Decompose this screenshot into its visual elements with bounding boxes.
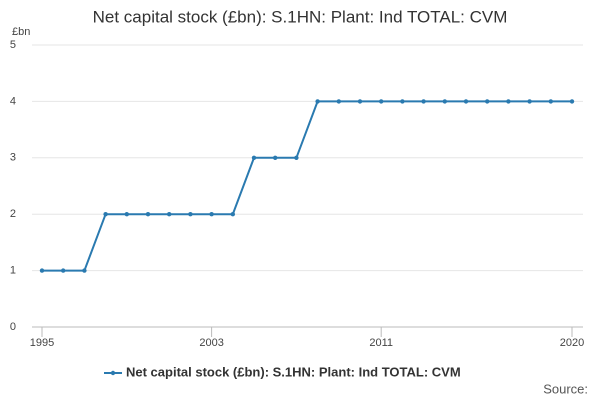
- legend: Net capital stock (£bn): S.1HN: Plant: I…: [104, 364, 461, 379]
- point: [569, 99, 575, 104]
- point: [167, 212, 172, 217]
- point: [463, 99, 469, 104]
- x-tick-label: 2020: [560, 337, 584, 349]
- point: [336, 99, 341, 104]
- y-tick-label: 5: [10, 39, 16, 51]
- legend-marker: [110, 370, 116, 376]
- point: [357, 99, 363, 104]
- line: [42, 100, 572, 272]
- point: [61, 268, 66, 273]
- point: [82, 268, 87, 273]
- x-tick-label: 2003: [199, 337, 223, 349]
- point: [251, 155, 257, 160]
- source: Source:: [543, 381, 588, 396]
- x-tick-label: 2011: [369, 337, 393, 349]
- point: [379, 99, 384, 104]
- point: [485, 99, 490, 104]
- point: [442, 99, 447, 104]
- point: [315, 99, 320, 104]
- point: [527, 99, 532, 104]
- y-tick-label: 4: [10, 95, 16, 107]
- point: [124, 212, 129, 217]
- chart-title: Net capital stock (£bn): S.1HN: Plant: I…: [93, 7, 508, 26]
- point: [273, 155, 278, 160]
- point: [209, 212, 214, 217]
- y-tick-label: 1: [10, 265, 16, 277]
- point: [506, 99, 511, 104]
- point: [294, 155, 299, 160]
- point: [400, 99, 405, 104]
- point: [145, 212, 151, 217]
- point: [421, 99, 426, 104]
- y-axis-label: £bn: [12, 26, 30, 38]
- y-tick-label: 2: [10, 208, 16, 220]
- y-tick-label: 3: [10, 152, 16, 164]
- legend-label: Net capital stock (£bn): S.1HN: Plant: I…: [126, 364, 461, 379]
- point: [39, 268, 45, 273]
- point: [103, 212, 108, 217]
- point: [188, 212, 193, 217]
- point: [230, 212, 235, 217]
- y-tick-label: 0: [10, 321, 16, 333]
- x-tick-label: 1995: [30, 337, 54, 349]
- point: [548, 99, 553, 104]
